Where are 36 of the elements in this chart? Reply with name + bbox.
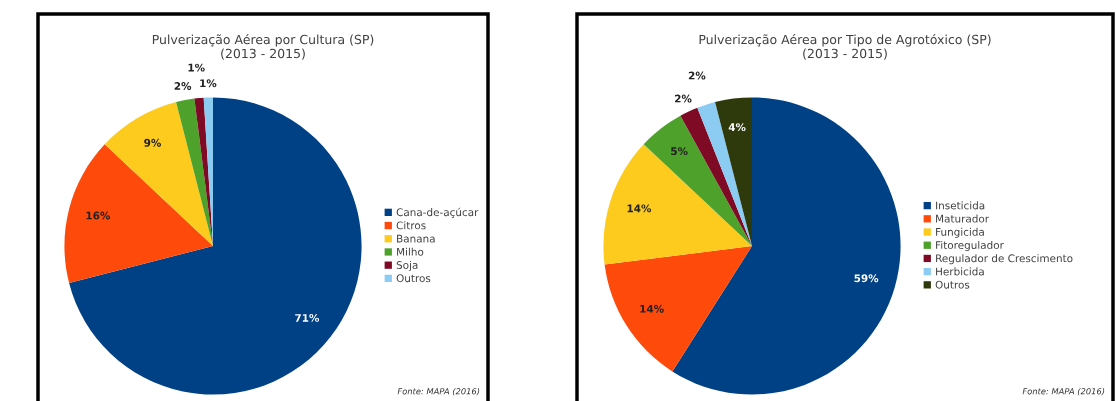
legend-label: Outros <box>396 274 431 283</box>
chart-title: Pulverização Aérea por Tipo de Agrotóxico (SP) (2013 - 2015) <box>699 34 991 60</box>
source-note: Fonte: MAPA (2016) <box>1022 387 1105 396</box>
pie-slice <box>697 102 752 246</box>
data-label: 4% <box>728 123 746 132</box>
data-label: 9% <box>144 138 162 147</box>
source-note: Fonte: MAPA (2016) <box>397 387 480 396</box>
legend-label: Inseticida <box>936 201 985 210</box>
legend-label: Soja <box>396 260 418 271</box>
data-label: 16% <box>86 211 111 220</box>
legend-label: Outros <box>935 280 970 289</box>
legend-label: Citros <box>396 221 426 230</box>
data-label: 59% <box>854 274 879 283</box>
data-label: 2% <box>174 82 192 90</box>
pie-slice <box>604 246 752 372</box>
data-label: 5% <box>671 147 688 156</box>
legend-label: Regulador de Crescimento <box>936 254 1073 265</box>
data-label: 2% <box>675 94 692 103</box>
pie-slice <box>69 97 362 395</box>
data-label: 14% <box>627 204 652 213</box>
data-label: 14% <box>640 304 664 313</box>
chart-title: Pulverização Aérea por Cultura (SP) (2013 - 2015) <box>152 34 374 60</box>
legend-label: Maturador <box>936 214 990 223</box>
legend-label: Milho <box>397 247 424 256</box>
legend-label: Banana <box>397 234 435 243</box>
legend-label: Cana-de-açúcar <box>396 207 479 218</box>
pie-slice <box>715 97 752 246</box>
pie-slice <box>176 98 213 246</box>
data-label: 1% <box>200 79 217 88</box>
legend-label: Herbicida <box>936 267 984 276</box>
pie-slice <box>603 144 752 265</box>
data-label: 1% <box>188 63 205 72</box>
data-label: 2% <box>688 71 706 80</box>
data-label: 71% <box>295 313 320 322</box>
legend-label: Fitoregulador <box>936 240 1004 252</box>
legend-label: Fungicida <box>936 227 984 238</box>
